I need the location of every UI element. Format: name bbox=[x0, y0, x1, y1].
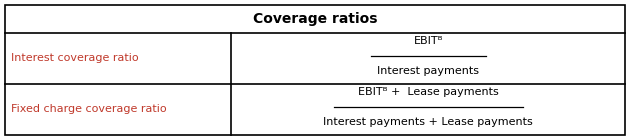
Text: Coverage ratios: Coverage ratios bbox=[253, 12, 377, 26]
Text: Interest coverage ratio: Interest coverage ratio bbox=[11, 53, 139, 63]
Text: Fixed charge coverage ratio: Fixed charge coverage ratio bbox=[11, 104, 166, 115]
Text: Interest payments: Interest payments bbox=[377, 66, 479, 76]
Text: EBITᴮ +  Lease payments: EBITᴮ + Lease payments bbox=[358, 88, 498, 97]
Text: Interest payments + Lease payments: Interest payments + Lease payments bbox=[323, 117, 533, 127]
Text: EBITᴮ: EBITᴮ bbox=[413, 36, 443, 46]
